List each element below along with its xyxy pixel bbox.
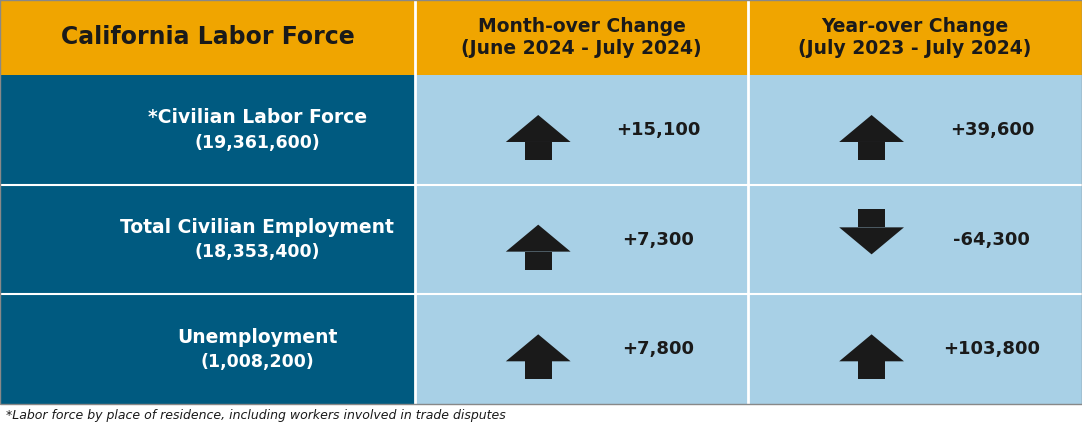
- Bar: [0, 75, 415, 184]
- Text: *Civilian Labor Force: *Civilian Labor Force: [148, 108, 367, 127]
- Bar: [0, 0, 415, 75]
- Bar: [858, 142, 885, 160]
- Text: +15,100: +15,100: [616, 121, 700, 139]
- Polygon shape: [840, 115, 903, 142]
- Bar: [0, 294, 415, 404]
- Polygon shape: [840, 334, 903, 361]
- Text: +103,800: +103,800: [944, 340, 1040, 358]
- Text: +39,600: +39,600: [950, 121, 1034, 139]
- Text: (19,361,600): (19,361,600): [195, 134, 320, 152]
- Bar: [415, 75, 748, 184]
- Text: Unemployment: Unemployment: [177, 328, 338, 347]
- Text: -64,300: -64,300: [953, 230, 1030, 248]
- Bar: [748, 294, 1082, 404]
- Text: *Labor force by place of residence, including workers involved in trade disputes: *Labor force by place of residence, incl…: [6, 409, 505, 421]
- Text: +7,300: +7,300: [622, 230, 694, 248]
- Bar: [748, 184, 1082, 294]
- Text: Month-over Change
(June 2024 - July 2024): Month-over Change (June 2024 - July 2024…: [461, 17, 702, 58]
- Text: (1,008,200): (1,008,200): [200, 353, 314, 371]
- Bar: [858, 209, 885, 227]
- Text: Total Civilian Employment: Total Civilian Employment: [120, 218, 394, 237]
- Bar: [748, 0, 1082, 75]
- Bar: [748, 75, 1082, 184]
- Text: Year-over Change
(July 2023 - July 2024): Year-over Change (July 2023 - July 2024): [799, 17, 1032, 58]
- Bar: [858, 361, 885, 379]
- Polygon shape: [840, 227, 903, 254]
- Polygon shape: [505, 115, 570, 142]
- Text: (18,353,400): (18,353,400): [195, 244, 320, 262]
- Bar: [525, 142, 552, 160]
- Polygon shape: [505, 334, 570, 361]
- Text: +7,800: +7,800: [622, 340, 694, 358]
- Bar: [0, 184, 415, 294]
- Bar: [415, 0, 748, 75]
- Bar: [525, 252, 552, 270]
- Bar: [525, 361, 552, 379]
- Bar: [415, 294, 748, 404]
- Text: California Labor Force: California Labor Force: [61, 26, 355, 49]
- Bar: [415, 184, 748, 294]
- Polygon shape: [505, 225, 570, 252]
